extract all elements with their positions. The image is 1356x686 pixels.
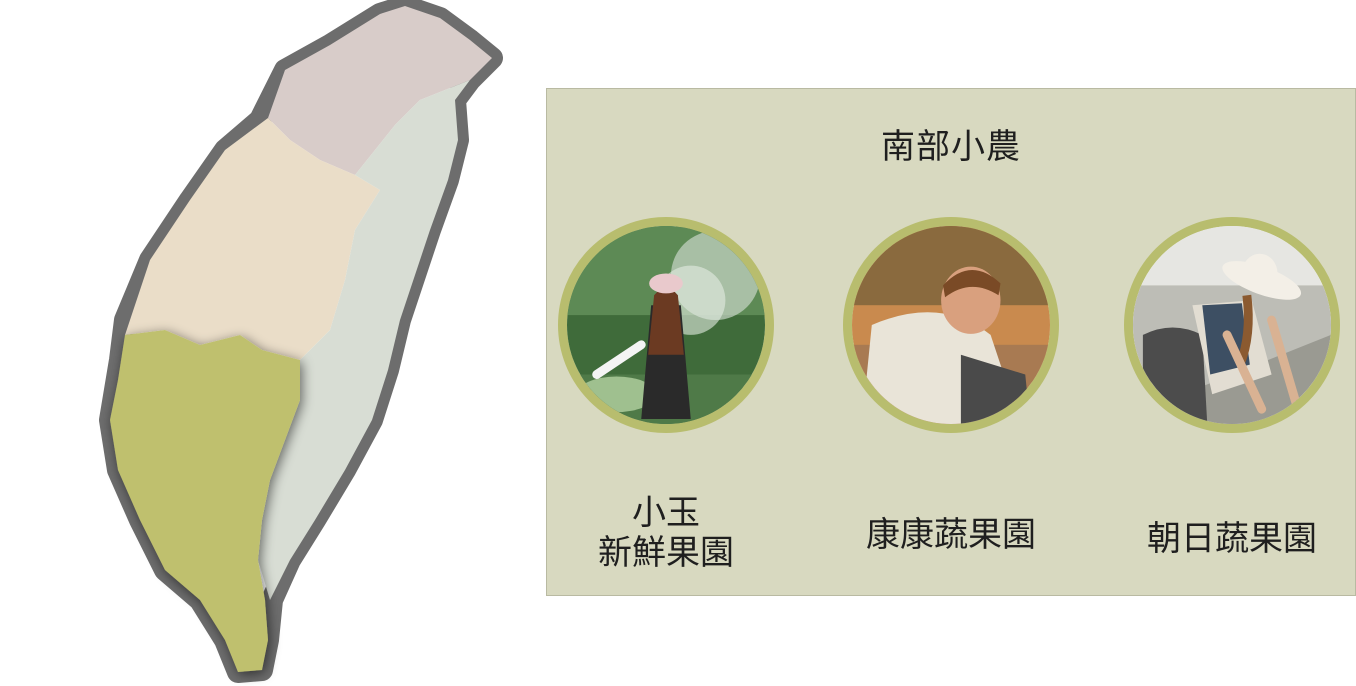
taiwan-map bbox=[0, 0, 520, 686]
farm-name-line1: 朝日蔬果園 bbox=[1147, 519, 1317, 559]
farmer-planting-photo-icon bbox=[1133, 226, 1331, 424]
farmer-watering-photo bbox=[558, 217, 774, 433]
farm-card-kangkang[interactable]: 康康蔬果園 bbox=[836, 217, 1066, 577]
south-farms-panel: 南部小農 小玉 新鮮果園 bbox=[546, 88, 1356, 596]
farmer-watering-photo-icon bbox=[567, 226, 765, 424]
farmer-kneeling-photo bbox=[843, 217, 1059, 433]
farm-name-zhaori: 朝日蔬果園 bbox=[1117, 519, 1347, 559]
panel-title: 南部小農 bbox=[881, 127, 1021, 167]
region-south[interactable] bbox=[110, 330, 300, 672]
region-east[interactable] bbox=[258, 80, 470, 600]
farm-card-zhaori[interactable]: 朝日蔬果園 bbox=[1117, 217, 1347, 577]
farmer-kneeling-photo-icon bbox=[852, 226, 1050, 424]
farm-name-line1: 康康蔬果園 bbox=[866, 515, 1036, 555]
farm-name-xiaoyu: 小玉 新鮮果園 bbox=[551, 493, 781, 573]
region-north[interactable] bbox=[268, 6, 492, 175]
farm-name-kangkang: 康康蔬果園 bbox=[836, 515, 1066, 555]
farm-name-line2: 新鮮果園 bbox=[598, 533, 734, 573]
region-central[interactable] bbox=[125, 118, 380, 360]
farm-card-xiaoyu[interactable]: 小玉 新鮮果園 bbox=[551, 217, 781, 577]
farmer-planting-photo bbox=[1124, 217, 1340, 433]
farm-name-line1: 小玉 bbox=[632, 493, 700, 533]
taiwan-map-svg bbox=[99, 0, 503, 683]
